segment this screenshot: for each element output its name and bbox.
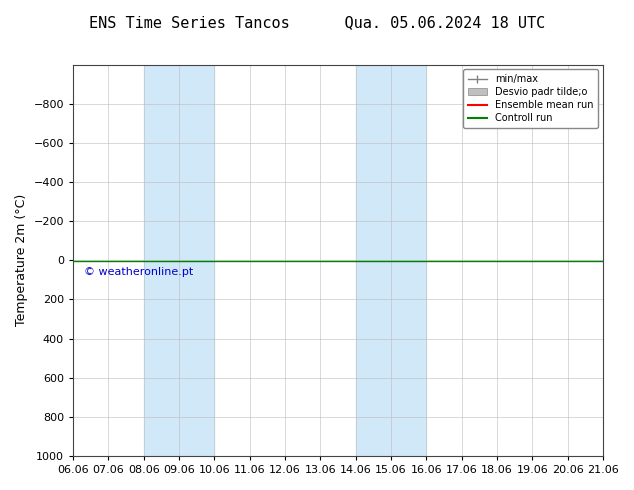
Bar [356, 65, 427, 456]
Legend: min/max, Desvio padr tilde;o, Ensemble mean run, Controll run: min/max, Desvio padr tilde;o, Ensemble m… [463, 70, 598, 128]
Y-axis label: Temperature 2m (°C): Temperature 2m (°C) [15, 194, 28, 326]
Bar [144, 65, 214, 456]
Text: ENS Time Series Tancos      Qua. 05.06.2024 18 UTC: ENS Time Series Tancos Qua. 05.06.2024 1… [89, 15, 545, 30]
Text: © weatheronline.pt: © weatheronline.pt [84, 267, 193, 277]
